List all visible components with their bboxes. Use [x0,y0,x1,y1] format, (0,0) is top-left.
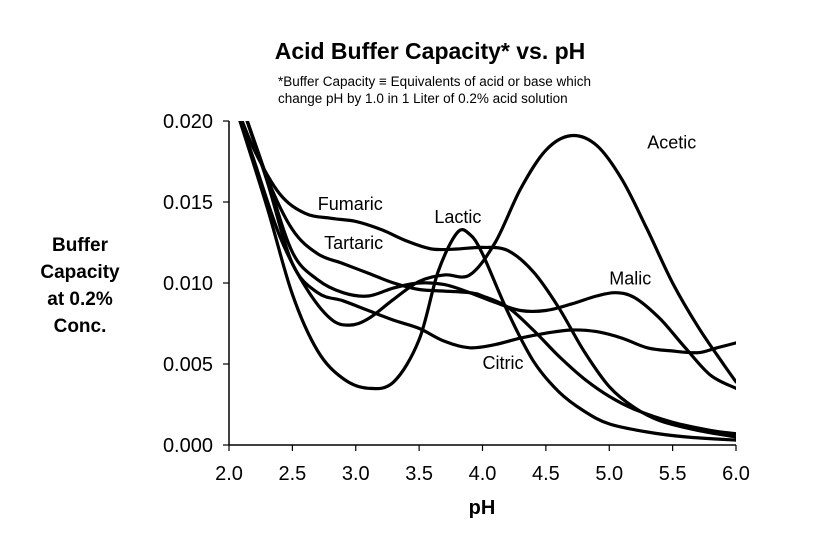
y-axis-label-line-2: Capacity [40,262,120,283]
y-tick-label: 0.020 [163,111,213,133]
chart-subtitle: *Buffer Capacity ≡ Equivalents of acid o… [278,73,591,107]
x-tick-label: 5.5 [659,463,687,485]
series-line-acetic [238,121,736,384]
chart-title: Acid Buffer Capacity* vs. pH [274,38,586,64]
x-tick-label: 6.0 [722,463,750,485]
series-label-fumaric: Fumaric [318,194,383,214]
y-axis-label: Buffer Capacity at 0.2% Conc. [14,232,146,340]
x-tick-label: 2.0 [215,463,243,485]
series-line-lactic [238,121,736,442]
series-line-fumaric [240,121,736,439]
x-axis-label: pH [469,497,496,519]
y-axis-label-line-1: Buffer [52,235,108,256]
series-label-tartaric: Tartaric [324,233,383,253]
x-tick-label: 4.0 [469,463,497,485]
series-label-citric: Citric [483,353,524,373]
subtitle-line-2: change pH by 1.0 in 1 Liter of 0.2% acid… [278,91,568,106]
y-axis-label-line-3: at 0.2% [47,289,113,310]
x-tick-label: 4.5 [532,463,560,485]
series-label-acetic: Acetic [647,133,696,153]
series-line-malic [245,121,736,390]
series-label-malic: Malic [609,269,651,289]
x-tick-label: 3.5 [405,463,433,485]
series-label-lactic: Lactic [434,207,481,227]
x-tick-label: 5.0 [595,463,623,485]
subtitle-line-1: *Buffer Capacity ≡ Equivalents of acid o… [278,74,592,89]
series-labels: Acetic Fumaric Lactic Tartaric Malic Citric [318,133,697,373]
x-tick-label: 2.5 [278,463,306,485]
axes: 2.0 2.5 3.0 3.5 4.0 4.5 5.0 5.5 6.0 0.000 0.005 0.0… [163,111,750,485]
y-tick-label: 0.010 [163,273,213,295]
series-line-citric [245,121,736,355]
series-layer [238,121,736,442]
y-tick-label: 0.015 [163,192,213,214]
y-tick-label: 0.000 [163,435,213,457]
y-axis-label-line-4: Conc. [53,316,107,337]
y-tick-label: 0.005 [163,354,213,376]
x-tick-label: 3.0 [342,463,370,485]
